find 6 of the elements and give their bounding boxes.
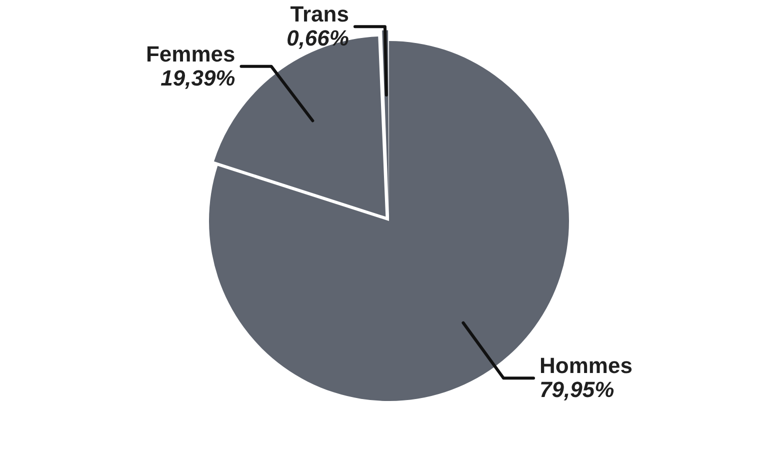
slice-label: Femmes: [146, 41, 236, 66]
data-label: 79,95%: [540, 377, 614, 402]
data-label: 19,39%: [160, 65, 236, 90]
slice-label: Trans: [290, 2, 349, 27]
slice-label: Hommes: [540, 353, 632, 378]
data-label: 0,66%: [286, 26, 349, 51]
